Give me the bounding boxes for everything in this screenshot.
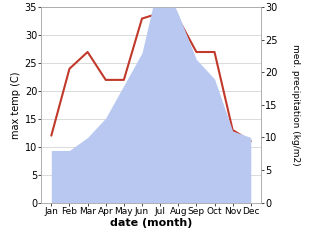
Y-axis label: max temp (C): max temp (C) [10,71,20,139]
Y-axis label: med. precipitation (kg/m2): med. precipitation (kg/m2) [291,44,300,166]
X-axis label: date (month): date (month) [110,219,192,228]
